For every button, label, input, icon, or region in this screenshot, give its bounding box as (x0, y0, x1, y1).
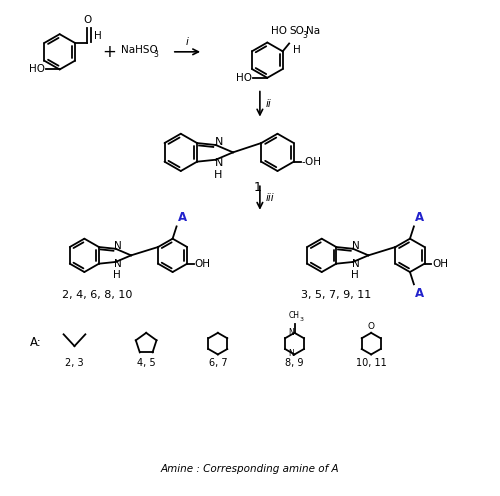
Text: H: H (350, 270, 358, 280)
Text: N: N (214, 137, 223, 147)
Text: 3: 3 (300, 316, 304, 321)
Text: H: H (94, 31, 102, 41)
Text: H: H (214, 170, 222, 180)
Text: Na: Na (306, 26, 320, 36)
Text: A: A (415, 287, 424, 300)
Text: A: A (178, 211, 186, 224)
Text: A:: A: (30, 336, 42, 349)
Text: H: H (113, 270, 121, 280)
Text: 3, 5, 7, 9, 11: 3, 5, 7, 9, 11 (302, 290, 372, 300)
Text: O: O (84, 15, 92, 25)
Text: 1: 1 (254, 181, 262, 194)
Text: 4, 5: 4, 5 (137, 358, 156, 369)
Text: Amine : Corresponding amine of A: Amine : Corresponding amine of A (160, 464, 340, 474)
Text: HO: HO (270, 26, 286, 36)
Text: NaHSO: NaHSO (122, 45, 158, 56)
Text: OH: OH (432, 259, 448, 269)
Text: +: + (102, 43, 116, 61)
Text: 3: 3 (154, 50, 158, 59)
Text: 3: 3 (302, 31, 308, 40)
Text: 2, 3: 2, 3 (65, 358, 84, 369)
Text: CH: CH (289, 310, 300, 319)
Text: 6, 7: 6, 7 (208, 358, 227, 369)
Text: 8, 9: 8, 9 (286, 358, 304, 369)
Text: N: N (114, 241, 122, 251)
Text: 10, 11: 10, 11 (356, 358, 386, 369)
Text: A: A (415, 211, 424, 224)
Text: ii: ii (266, 99, 272, 109)
Text: iii: iii (266, 193, 274, 203)
Text: HO: HO (236, 73, 252, 83)
Text: O: O (368, 322, 374, 331)
Text: OH: OH (194, 259, 210, 269)
Text: N: N (214, 158, 223, 168)
Text: N: N (288, 350, 294, 359)
Text: H: H (292, 46, 300, 56)
Text: i: i (186, 37, 188, 47)
Text: HO: HO (29, 64, 45, 74)
Text: N: N (114, 259, 122, 269)
Text: N: N (352, 259, 360, 269)
Text: SO: SO (289, 26, 304, 36)
Text: 2, 4, 6, 8, 10: 2, 4, 6, 8, 10 (62, 290, 132, 300)
Text: -OH: -OH (302, 157, 322, 167)
Text: N: N (352, 241, 360, 251)
Text: N: N (288, 328, 294, 337)
